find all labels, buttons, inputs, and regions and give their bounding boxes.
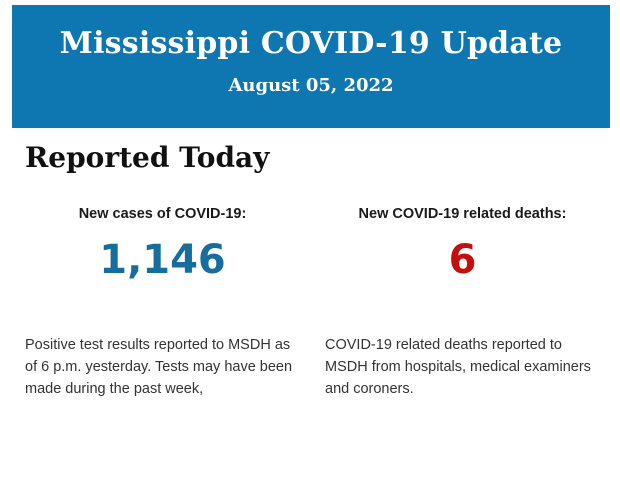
report-section: Reported Today New cases of COVID-19: 1,… (25, 140, 600, 400)
new-cases-label: New cases of COVID-19: (78, 206, 247, 222)
new-cases-description: Positive test results reported to MSDH a… (25, 337, 293, 397)
stats-row: New cases of COVID-19: 1,146 Positive te… (25, 206, 600, 400)
banner-title: Mississippi COVID-19 Update (59, 26, 563, 61)
banner-date: August 05, 2022 (228, 75, 394, 96)
new-deaths-value: 6 (448, 237, 477, 283)
header-banner: Mississippi COVID-19 Update August 05, 2… (12, 5, 610, 128)
new-cases-value: 1,146 (99, 237, 226, 283)
stat-new-cases: New cases of COVID-19: 1,146 Positive te… (25, 206, 300, 400)
section-heading: Reported Today (25, 141, 270, 174)
new-deaths-label: New COVID-19 related deaths: (358, 206, 567, 222)
new-deaths-description: COVID-19 related deaths reported to MSDH… (325, 337, 591, 397)
stat-new-deaths: New COVID-19 related deaths: 6 COVID-19 … (325, 206, 600, 400)
